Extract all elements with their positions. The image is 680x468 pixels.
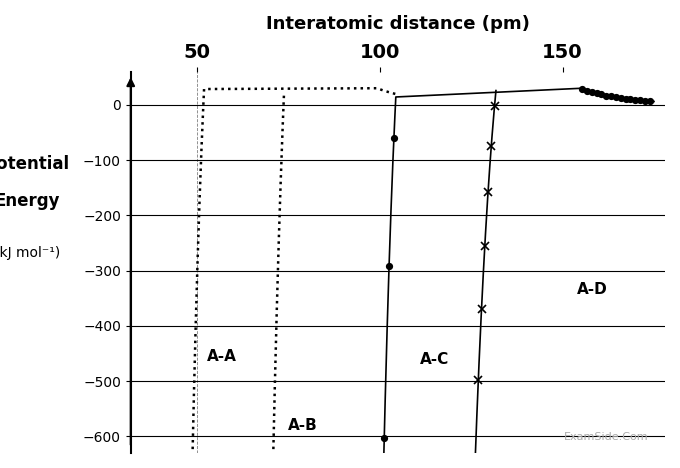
Text: Potential: Potential [0,155,70,173]
Text: A-B: A-B [288,418,318,433]
Text: Energy: Energy [0,192,60,210]
Text: ExamSide.Com: ExamSide.Com [564,431,649,442]
Text: A-D: A-D [577,283,607,298]
Text: (kJ mol⁻¹): (kJ mol⁻¹) [0,246,61,260]
Text: A-A: A-A [207,349,237,364]
Text: A-C: A-C [420,351,449,366]
Title: Interatomic distance (pm): Interatomic distance (pm) [266,15,530,33]
